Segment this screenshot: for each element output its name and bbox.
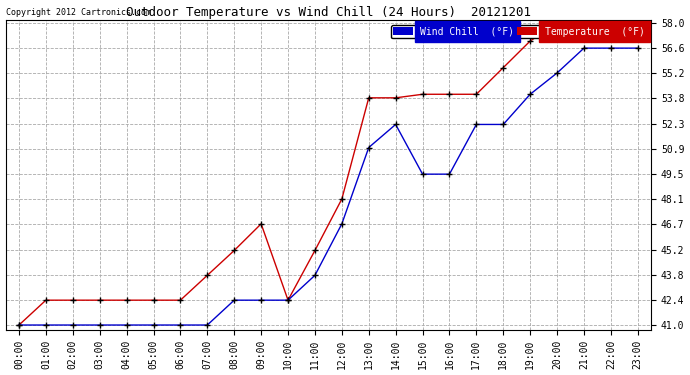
Title: Outdoor Temperature vs Wind Chill (24 Hours)  20121201: Outdoor Temperature vs Wind Chill (24 Ho…	[126, 6, 531, 18]
Legend: Wind Chill  (°F), Temperature  (°F): Wind Chill (°F), Temperature (°F)	[391, 25, 647, 39]
Text: Copyright 2012 Cartronics.com: Copyright 2012 Cartronics.com	[6, 8, 150, 16]
